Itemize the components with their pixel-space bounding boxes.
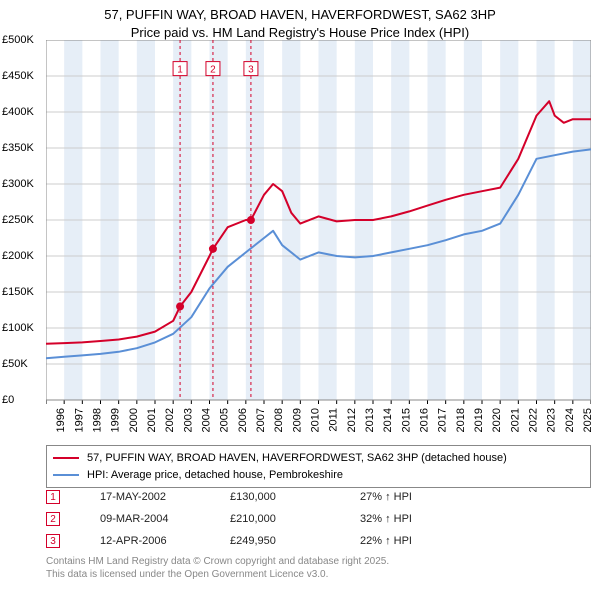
sale-date: 09-MAR-2004 (100, 513, 230, 525)
svg-text:2014: 2014 (382, 408, 394, 432)
sale-marker-number: 2 (46, 512, 60, 526)
svg-text:2009: 2009 (291, 408, 303, 432)
chart-area: 1995 1996 1997 1998 1999 2000 2001 2002 2003 2004… (0, 40, 600, 440)
footer-line-1: Contains HM Land Registry data © Crown c… (46, 555, 591, 568)
sale-date: 12-APR-2006 (100, 535, 230, 547)
legend-label: 57, PUFFIN WAY, BROAD HAVEN, HAVERFORDWE… (87, 450, 507, 467)
svg-text:2005: 2005 (219, 408, 231, 432)
sales-table-row: 1 17-MAY-2002£130,00027% ↑ HPI (46, 486, 591, 508)
sale-delta: 22% ↑ HPI (360, 535, 480, 547)
svg-text:2012: 2012 (346, 408, 358, 432)
sales-table-row: 2 09-MAR-2004£210,00032% ↑ HPI (46, 508, 591, 530)
y-axis-label: £0 (2, 394, 14, 406)
svg-text:2017: 2017 (437, 408, 449, 432)
svg-text:2023: 2023 (546, 408, 558, 432)
legend: 57, PUFFIN WAY, BROAD HAVEN, HAVERFORDWE… (46, 445, 591, 488)
y-axis-label: £100K (2, 322, 34, 334)
svg-text:1: 1 (177, 65, 183, 76)
sale-price: £249,950 (230, 535, 360, 547)
sale-delta: 27% ↑ HPI (360, 491, 480, 503)
sale-date: 17-MAY-2002 (100, 491, 230, 503)
sale-marker-number: 1 (46, 490, 60, 504)
svg-text:2010: 2010 (310, 408, 322, 432)
sale-delta: 32% ↑ HPI (360, 513, 480, 525)
sale-marker-number: 3 (46, 534, 60, 548)
svg-text:1996: 1996 (55, 408, 67, 432)
sales-table-row: 3 12-APR-2006£249,95022% ↑ HPI (46, 530, 591, 552)
svg-text:2003: 2003 (182, 408, 194, 432)
chart-title: 57, PUFFIN WAY, BROAD HAVEN, HAVERFORDWE… (0, 0, 600, 41)
legend-label: HPI: Average price, detached house, Pemb… (87, 467, 343, 484)
sale-price: £130,000 (230, 491, 360, 503)
svg-text:2018: 2018 (455, 408, 467, 432)
svg-text:2024: 2024 (564, 408, 576, 432)
legend-swatch (53, 457, 79, 459)
y-axis-label: £400K (2, 106, 34, 118)
svg-text:2011: 2011 (328, 408, 340, 432)
title-line-1: 57, PUFFIN WAY, BROAD HAVEN, HAVERFORDWE… (0, 6, 600, 24)
svg-text:3: 3 (248, 65, 254, 76)
footer-line-2: This data is licensed under the Open Gov… (46, 568, 591, 581)
title-line-2: Price paid vs. HM Land Registry's House … (0, 24, 600, 42)
y-axis-label: £450K (2, 70, 34, 82)
svg-text:2019: 2019 (473, 408, 485, 432)
svg-text:2021: 2021 (509, 408, 521, 432)
svg-text:2008: 2008 (273, 408, 285, 432)
sale-price: £210,000 (230, 513, 360, 525)
y-axis-label: £150K (2, 286, 34, 298)
svg-text:2022: 2022 (528, 408, 540, 432)
svg-text:2001: 2001 (146, 408, 158, 432)
svg-text:2015: 2015 (400, 408, 412, 432)
y-axis-label: £200K (2, 250, 34, 262)
legend-item: 57, PUFFIN WAY, BROAD HAVEN, HAVERFORDWE… (53, 450, 584, 467)
svg-text:2: 2 (210, 65, 216, 76)
sales-table: 1 17-MAY-2002£130,00027% ↑ HPI 2 09-MAR-200… (46, 486, 591, 552)
svg-text:2020: 2020 (491, 408, 503, 432)
y-axis-label: £250K (2, 214, 34, 226)
y-axis-label: £50K (2, 358, 28, 370)
svg-text:2006: 2006 (237, 408, 249, 432)
svg-text:1995: 1995 (46, 408, 49, 432)
svg-text:2002: 2002 (164, 408, 176, 432)
y-axis-label: £500K (2, 34, 34, 46)
svg-text:1998: 1998 (92, 408, 104, 432)
svg-text:2025: 2025 (582, 408, 591, 432)
svg-text:2016: 2016 (419, 408, 431, 432)
svg-text:2004: 2004 (201, 408, 213, 432)
legend-swatch (53, 474, 79, 476)
footer-attribution: Contains HM Land Registry data © Crown c… (46, 555, 591, 581)
legend-item: HPI: Average price, detached house, Pemb… (53, 467, 584, 484)
svg-text:1997: 1997 (73, 408, 85, 432)
svg-text:2000: 2000 (128, 408, 140, 432)
svg-text:2013: 2013 (364, 408, 376, 432)
chart-svg: 1995 1996 1997 1998 1999 2000 2001 2002 2003 2004… (46, 40, 591, 440)
svg-text:1999: 1999 (110, 408, 122, 432)
y-axis-label: £300K (2, 178, 34, 190)
svg-text:2007: 2007 (255, 408, 267, 432)
y-axis-label: £350K (2, 142, 34, 154)
